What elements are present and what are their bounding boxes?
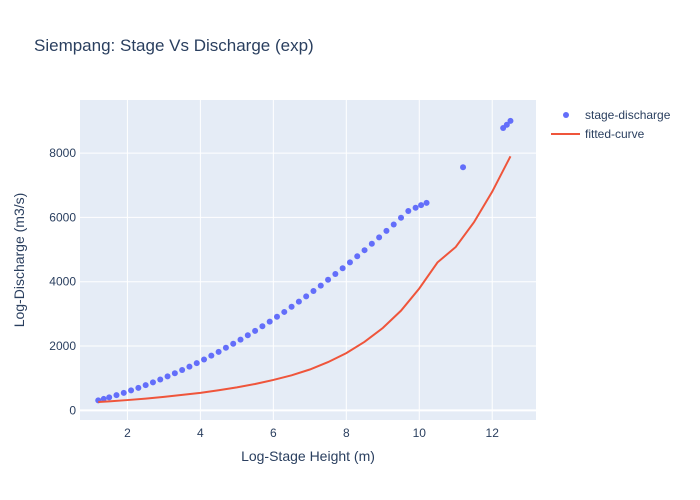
x-tick-label: 2 xyxy=(124,426,131,440)
data-point xyxy=(171,370,178,377)
data-point xyxy=(273,313,280,320)
y-axis-title: Log-Discharge (m3/s) xyxy=(11,193,27,328)
data-point xyxy=(215,348,222,355)
data-point xyxy=(244,332,251,339)
data-point xyxy=(368,240,375,247)
data-point xyxy=(157,376,164,383)
data-point xyxy=(325,276,332,283)
data-point xyxy=(376,234,383,241)
data-point xyxy=(412,204,419,211)
data-point xyxy=(405,207,412,214)
data-point xyxy=(346,259,353,266)
data-point xyxy=(252,327,259,334)
data-point xyxy=(259,323,266,330)
data-point xyxy=(128,387,135,394)
data-point xyxy=(186,363,193,370)
tick-labels: 2 4 6 8 10 12 0 2000 4000 6000 8000 xyxy=(49,146,499,440)
data-point xyxy=(193,360,200,367)
data-point xyxy=(179,366,186,373)
data-point xyxy=(390,221,397,228)
legend[interactable]: stage-discharge fitted-curve xyxy=(551,108,671,141)
x-tick-label: 6 xyxy=(270,426,277,440)
series-layer xyxy=(95,117,514,404)
data-point xyxy=(423,199,430,206)
data-point xyxy=(460,164,467,171)
data-point xyxy=(418,202,425,209)
legend-label-fitted-curve[interactable]: fitted-curve xyxy=(585,127,645,141)
legend-marker-stage-discharge xyxy=(563,112,569,118)
x-axis-title: Log-Stage Height (m) xyxy=(241,448,375,464)
data-point xyxy=(266,318,273,325)
y-tick-label: 0 xyxy=(69,403,76,417)
y-tick-label: 2000 xyxy=(49,339,76,353)
data-point xyxy=(383,227,390,234)
data-point xyxy=(208,352,215,359)
x-tick-label: 12 xyxy=(486,426,500,440)
data-point xyxy=(361,247,368,254)
x-tick-label: 8 xyxy=(343,426,350,440)
data-point xyxy=(503,121,510,128)
data-point xyxy=(142,382,149,389)
chart-title: Siempang: Stage Vs Discharge (exp) xyxy=(34,36,314,55)
data-point xyxy=(398,214,405,221)
data-point xyxy=(106,394,113,401)
y-tick-label: 4000 xyxy=(49,275,76,289)
data-point xyxy=(507,117,514,124)
y-tick-label: 6000 xyxy=(49,210,76,224)
plot-background xyxy=(80,100,536,420)
data-point xyxy=(288,303,295,310)
x-tick-label: 4 xyxy=(197,426,204,440)
x-tick-label: 10 xyxy=(413,426,427,440)
data-point xyxy=(310,288,317,295)
y-tick-label: 8000 xyxy=(49,146,76,160)
data-point xyxy=(230,340,237,347)
series-line-fitted-curve xyxy=(98,155,512,403)
data-point xyxy=(149,379,156,386)
data-point xyxy=(332,270,339,277)
data-point xyxy=(164,373,171,380)
data-point xyxy=(354,253,361,260)
data-point xyxy=(201,356,208,363)
data-point xyxy=(295,298,302,305)
legend-label-stage-discharge[interactable]: stage-discharge xyxy=(585,108,671,122)
data-point xyxy=(237,336,244,343)
data-point xyxy=(339,265,346,272)
data-point xyxy=(222,344,229,351)
data-point xyxy=(135,384,142,391)
data-point xyxy=(317,282,324,289)
data-point xyxy=(120,389,127,396)
data-point xyxy=(113,392,120,399)
data-point xyxy=(303,293,310,300)
data-point xyxy=(281,308,288,315)
data-point xyxy=(100,395,107,402)
grid xyxy=(80,100,536,420)
